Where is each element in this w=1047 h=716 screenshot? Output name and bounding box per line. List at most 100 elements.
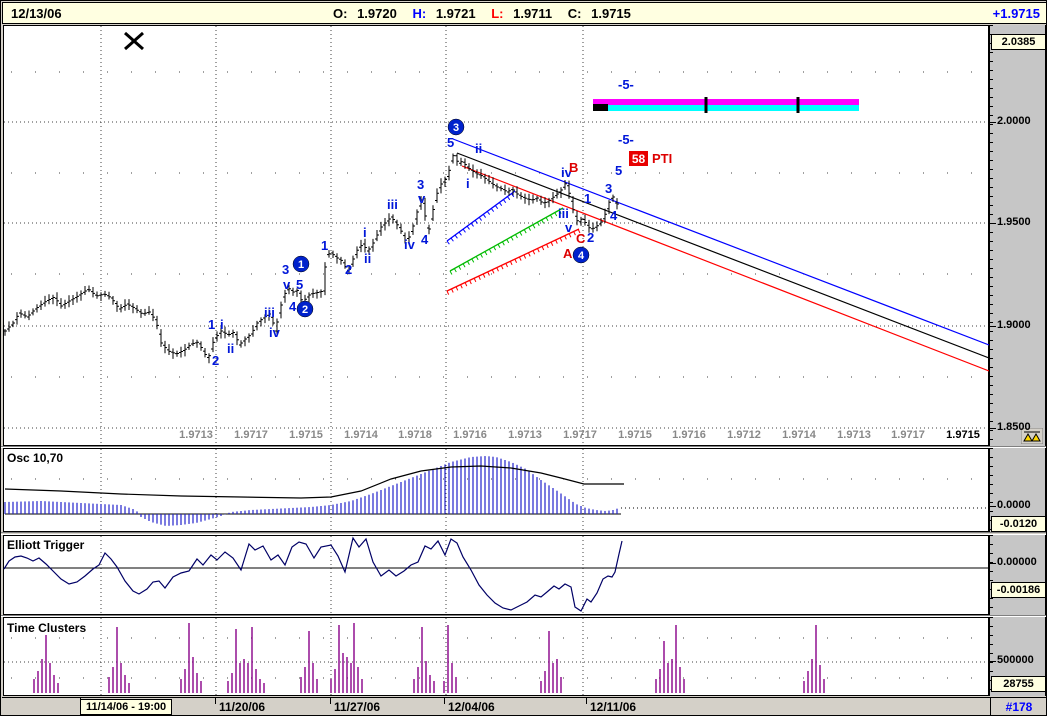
price-readout-label: 1.9717 (563, 429, 597, 441)
plot-frame (3, 617, 989, 696)
wave-label: ii (475, 141, 482, 156)
svg-text:2: 2 (302, 304, 308, 316)
axis-tick (990, 563, 996, 564)
wave-label: iii (387, 197, 398, 212)
wave-label: 1 (321, 238, 328, 253)
wave-label: 3 (417, 177, 424, 192)
date-label-selected: 11/14/06 - 19:00 (80, 699, 173, 715)
plot-frame (3, 448, 989, 532)
price-readout-label: 1.9715 (946, 429, 980, 441)
axis-tick-column (990, 25, 993, 446)
wave-label: i (363, 225, 367, 240)
open-value: 1.9720 (357, 6, 397, 21)
osc-pane-title: Osc 10,70 (7, 451, 64, 465)
low-value: 1.9711 (513, 6, 553, 21)
oscillator-chart[interactable] (3, 448, 989, 532)
wave-label: 1 (208, 317, 215, 332)
wave-label-abc: A (563, 246, 573, 261)
price-readout-label: 1.9713 (837, 429, 871, 441)
pane-splitter[interactable] (1, 615, 1046, 617)
time-clusters-axis[interactable]: 500000 28755 (989, 617, 1046, 696)
trigger-line (3, 536, 623, 612)
plot-frame (3, 25, 989, 446)
price-readout-label: 1.9716 (453, 429, 487, 441)
elliott-channel-line (456, 152, 989, 359)
wave-label: 5 (447, 135, 454, 150)
low-label: L: (491, 6, 504, 21)
x-marker (124, 31, 144, 51)
wave-label: 4 (289, 299, 297, 314)
axis-tick-label: 2.0000 (997, 115, 1031, 127)
ohlc-readout: O: 1.9720 H: 1.9721 L: 1.9711 C: 1.9715 (333, 6, 643, 21)
pti-badge: 58 PTI (629, 151, 672, 166)
time-clusters-chart[interactable] (3, 617, 989, 696)
date-tick (586, 698, 587, 704)
axis-tick (990, 506, 996, 507)
quote-date: 12/13/06 (11, 6, 62, 21)
wave-label: i (220, 317, 224, 332)
price-readout-label: 1.9716 (672, 429, 706, 441)
wave-label: v (283, 277, 291, 292)
axis-tick-column (990, 448, 993, 532)
axis-tick-label: 1.9000 (997, 319, 1031, 331)
wave-label-abc: B (569, 160, 578, 175)
wave-label: iv (269, 325, 281, 340)
axis-value-box: 2.0385 (991, 34, 1046, 50)
wave-label: iii (264, 305, 275, 320)
date-tick (330, 698, 331, 704)
wave-label: 2 (345, 262, 352, 277)
wave-label: 5 (296, 277, 303, 292)
close-value: 1.9715 (591, 6, 631, 21)
axis-tick-label: 1.9500 (997, 216, 1031, 228)
wave-label: i (466, 176, 470, 191)
wave-label: ii (364, 251, 371, 266)
date-axis-bar: #178 11/14/06 - 19:00 11/20/06 11/27/06 12/… (2, 697, 1046, 715)
wave-label: 1 (584, 191, 591, 206)
mob-projection-bar (593, 97, 859, 113)
high-value: 1.9721 (435, 6, 476, 21)
bar-count: #178 (990, 698, 1046, 715)
wave-label-abc: C (576, 231, 586, 246)
circled-wave-number: 1 (292, 255, 310, 273)
date-label: 12/04/06 (448, 700, 495, 714)
price-axis[interactable]: 2.0000 1.9500 1.9000 1.8500 2.0385 (989, 25, 1046, 446)
wave-label: 2 (587, 230, 594, 245)
wave-label: 2 (212, 353, 219, 368)
wave-label: -5- (618, 132, 634, 147)
trigger-pane-title: Elliott Trigger (7, 538, 85, 552)
clusters-pane-title: Time Clusters (7, 621, 87, 635)
price-readout-label: 1.9712 (727, 429, 761, 441)
wave-label: v (565, 220, 573, 235)
axis-tick (990, 223, 996, 224)
elliott-trigger-chart[interactable] (3, 535, 989, 615)
wave-label: 3 (605, 181, 612, 196)
axis-tick-label: 500000 (997, 654, 1034, 666)
scales-icon[interactable] (1021, 428, 1043, 444)
date-label: 11/20/06 (219, 700, 266, 714)
last-price: +1.9715 (992, 6, 1040, 21)
wave-label: v (418, 191, 426, 206)
axis-tick (990, 428, 996, 429)
price-readout-label: 1.9715 (289, 429, 323, 441)
close-label: C: (567, 6, 582, 21)
svg-text:3: 3 (453, 122, 459, 134)
pane-splitter[interactable] (1, 532, 1046, 535)
pane-splitter[interactable] (1, 446, 1046, 448)
elliott-trigger-axis[interactable]: 0.00000 -0.00186 (989, 535, 1046, 615)
wave-label: ii (227, 341, 234, 356)
price-readout-label: 1.9713 (179, 429, 213, 441)
price-bars (3, 153, 619, 364)
oscillator-axis[interactable]: 0.0000 -0.0120 (989, 448, 1046, 532)
svg-text:4: 4 (578, 250, 585, 262)
time-cluster-spikes (33, 623, 825, 693)
svg-text:1: 1 (298, 259, 304, 271)
price-readout-label: 1.9714 (782, 429, 817, 441)
price-readout-label: 1.9718 (398, 429, 432, 441)
date-tick (444, 698, 445, 704)
quote-bar: 12/13/06 O: 1.9720 H: 1.9721 L: 1.9711 C… (2, 2, 1046, 24)
date-label: 11/27/06 (334, 700, 381, 714)
wave-label: 3 (282, 262, 289, 277)
date-tick (215, 698, 216, 704)
